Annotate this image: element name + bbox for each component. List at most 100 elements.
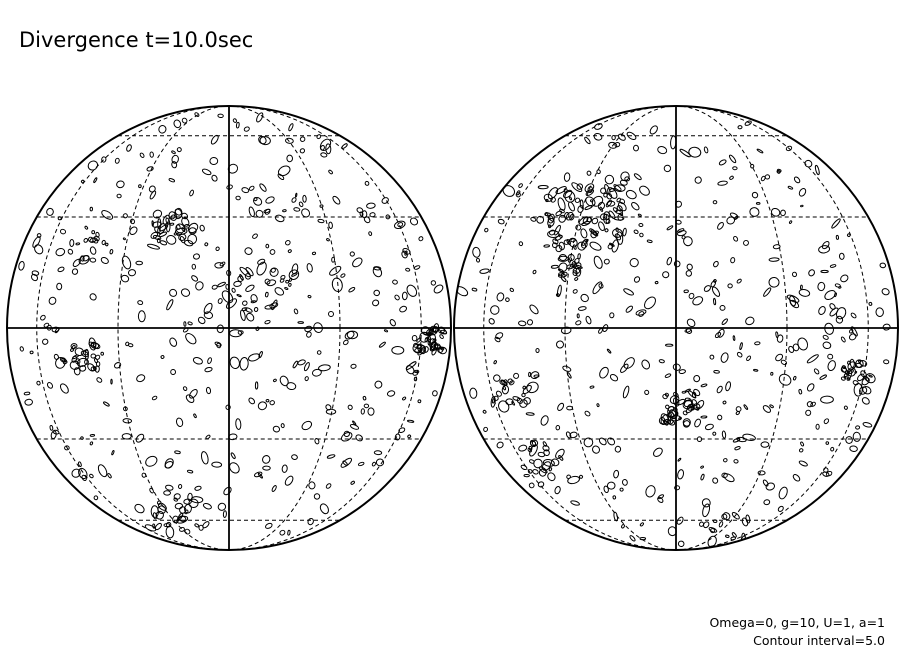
contour <box>301 420 313 431</box>
contour <box>550 458 560 467</box>
contour <box>589 228 599 237</box>
globe-outline <box>453 105 899 551</box>
contour <box>639 232 644 238</box>
contour <box>259 136 271 146</box>
contour <box>792 474 801 482</box>
contour <box>717 414 723 421</box>
contour <box>349 423 360 430</box>
contour <box>665 404 670 410</box>
contour <box>135 433 145 443</box>
contour <box>547 472 556 482</box>
contour <box>613 184 622 192</box>
contour <box>496 441 504 449</box>
contour <box>555 293 560 297</box>
contour <box>284 287 289 290</box>
contour <box>551 242 558 249</box>
contour <box>42 338 49 345</box>
contour <box>432 390 438 397</box>
contour <box>159 240 168 246</box>
contour <box>331 256 336 263</box>
contour <box>229 356 241 370</box>
contour <box>287 249 292 254</box>
contour <box>862 422 873 428</box>
contour <box>165 484 174 491</box>
contour <box>57 266 65 273</box>
contour <box>192 357 203 365</box>
contour <box>262 455 271 464</box>
contour <box>372 266 383 278</box>
contour <box>585 196 596 207</box>
contour <box>308 481 316 490</box>
contour <box>678 416 682 421</box>
contour <box>185 333 197 345</box>
contour <box>392 279 398 285</box>
contour <box>800 204 804 208</box>
contour <box>713 279 717 283</box>
contour <box>538 468 547 477</box>
contour <box>775 353 784 362</box>
contour <box>834 292 837 298</box>
contour <box>583 437 594 448</box>
contour <box>563 239 570 245</box>
contour <box>479 268 490 274</box>
contour <box>619 198 626 205</box>
contour <box>730 257 736 264</box>
contour <box>67 248 74 255</box>
contour <box>662 393 668 400</box>
contour <box>716 385 723 394</box>
contour <box>299 136 306 142</box>
contour <box>736 278 742 284</box>
contour <box>621 524 625 529</box>
contour <box>770 371 774 376</box>
contour <box>493 374 501 382</box>
contour <box>265 522 273 529</box>
contour <box>598 437 607 446</box>
contour <box>778 486 788 500</box>
contour <box>557 197 566 211</box>
contour <box>169 288 178 297</box>
contour <box>845 436 853 444</box>
contour <box>566 372 572 379</box>
contour <box>138 184 142 189</box>
contour <box>439 329 447 335</box>
contour <box>829 307 839 317</box>
contour <box>30 273 39 282</box>
contour <box>742 433 756 441</box>
contour <box>193 253 200 260</box>
contour <box>735 410 740 416</box>
contour <box>728 154 737 164</box>
contour <box>679 148 691 158</box>
contour <box>575 267 582 277</box>
contour <box>189 189 194 197</box>
contour <box>772 244 781 250</box>
contour <box>248 397 255 405</box>
contour <box>653 447 663 457</box>
contour <box>173 493 181 500</box>
contour <box>255 209 264 218</box>
contour <box>203 302 213 315</box>
contour <box>72 354 79 360</box>
contour <box>570 500 580 506</box>
contour <box>181 227 186 233</box>
contour <box>814 164 820 176</box>
contour <box>805 409 812 416</box>
contour <box>830 446 835 452</box>
contour <box>717 180 728 186</box>
contour <box>81 474 87 481</box>
contour <box>488 318 495 325</box>
contour <box>194 112 200 117</box>
contour <box>96 377 103 383</box>
contour <box>291 197 297 203</box>
contour <box>603 258 610 265</box>
contour <box>303 362 310 372</box>
contour <box>264 319 271 325</box>
contour <box>373 266 382 271</box>
contour <box>855 359 864 369</box>
contour <box>631 202 640 211</box>
contour <box>674 485 681 491</box>
contour <box>156 500 162 505</box>
contour <box>543 193 553 202</box>
contour <box>721 513 728 520</box>
contour <box>589 241 602 251</box>
contour <box>176 515 189 524</box>
